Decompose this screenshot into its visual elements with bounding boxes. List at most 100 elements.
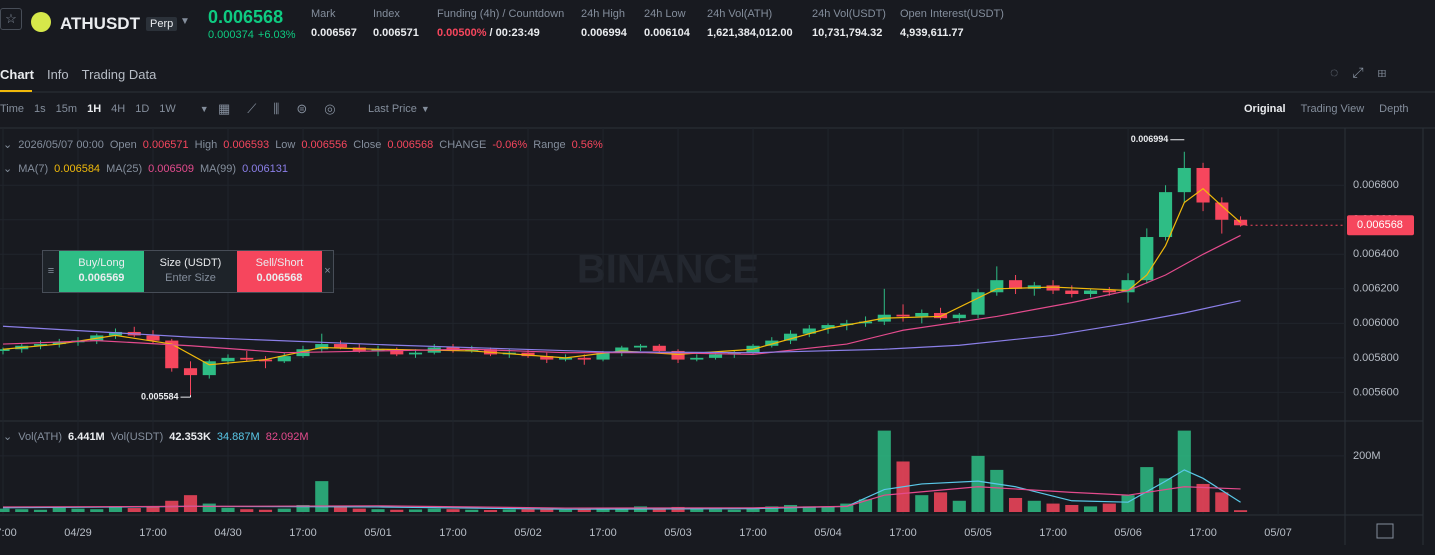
buy-price[interactable]: 0.006569 bbox=[78, 272, 125, 284]
volume-bar bbox=[1065, 504, 1079, 512]
sell-price[interactable]: 0.006568 bbox=[256, 272, 303, 284]
candle-body bbox=[915, 312, 929, 317]
tab[interactable]: Trading Data bbox=[81, 67, 157, 82]
ohlc-label: Close bbox=[353, 138, 382, 151]
interval[interactable]: 1D bbox=[135, 103, 150, 115]
volume-bar bbox=[746, 507, 760, 512]
collapse[interactable]: ⌄ bbox=[3, 139, 13, 151]
size-placeholder[interactable]: Enter Size bbox=[165, 272, 216, 284]
volume-bar bbox=[671, 506, 685, 512]
last-price: 0.006568 bbox=[208, 7, 284, 27]
stat-value: 0.00500% bbox=[437, 27, 487, 39]
candle-body bbox=[577, 357, 591, 360]
stat: Funding (4h) / Countdown 0.00500%/ 00:23:… bbox=[437, 8, 564, 39]
volume-bar bbox=[108, 506, 123, 512]
volume-bar bbox=[1196, 483, 1210, 512]
view[interactable]: Original bbox=[1244, 103, 1286, 115]
volume-bar bbox=[783, 504, 798, 512]
candle-body bbox=[971, 292, 985, 315]
volume-bar bbox=[427, 508, 441, 512]
toolbar-icons[interactable]: ▦⟋⫼⊜◎ bbox=[218, 101, 353, 116]
volume-bar bbox=[371, 509, 385, 512]
candle-body bbox=[165, 340, 179, 369]
ohlc-label: Range bbox=[533, 138, 566, 151]
tab[interactable]: Info bbox=[46, 67, 69, 82]
vol-usdt-value: 42.353K bbox=[169, 430, 211, 443]
view[interactable]: Trading View bbox=[1300, 103, 1365, 115]
volume-bar bbox=[615, 507, 629, 512]
interval[interactable]: 1H bbox=[87, 103, 102, 115]
dropdown[interactable]: ▼ bbox=[180, 16, 190, 27]
buy-label[interactable]: Buy/Long bbox=[78, 257, 125, 269]
interval[interactable]: 1W bbox=[159, 103, 176, 115]
volume-bar bbox=[1083, 506, 1098, 512]
x-tick-label: 05/04 bbox=[814, 527, 842, 539]
volume-bar bbox=[727, 509, 741, 512]
candle-body bbox=[615, 347, 629, 353]
icon[interactable] bbox=[1376, 523, 1394, 539]
candle-body bbox=[277, 356, 291, 362]
y-tick-label: 200M bbox=[1353, 450, 1381, 462]
candle-body bbox=[108, 331, 123, 336]
volume-bar bbox=[33, 509, 48, 512]
tool-icons[interactable]: ◌⤢⊞ bbox=[1330, 64, 1401, 80]
vol-ma-line bbox=[2, 469, 1241, 510]
ohlc-value: 0.006556 bbox=[301, 138, 348, 151]
stat-label: Mark bbox=[311, 8, 336, 20]
stat-value: 4,939,611.77 bbox=[900, 27, 964, 39]
ma-line bbox=[2, 234, 1241, 356]
candle-body bbox=[765, 340, 779, 346]
ma-name: MA(7) bbox=[18, 162, 49, 175]
price-type[interactable]: Last Price ▼ bbox=[368, 103, 430, 115]
volume-bar bbox=[333, 506, 348, 512]
x-tick-label: 17:00 bbox=[439, 527, 467, 539]
candle-body bbox=[1065, 290, 1079, 294]
volume-bar bbox=[1233, 510, 1248, 512]
ohlc-value: 0.006593 bbox=[223, 138, 270, 151]
close[interactable]: × bbox=[324, 265, 331, 277]
candle-body bbox=[1196, 167, 1210, 203]
buy-button[interactable]: Buy/Long 0.006569 bbox=[59, 251, 144, 292]
candle-body bbox=[783, 333, 798, 341]
more[interactable]: ▼ bbox=[199, 104, 209, 114]
candle-body bbox=[146, 335, 160, 341]
tab[interactable]: Chart bbox=[0, 67, 34, 82]
candle-body bbox=[315, 344, 329, 350]
interval[interactable]: 4H bbox=[111, 103, 126, 115]
volume-bar bbox=[840, 503, 854, 512]
size-label: Size (USDT) bbox=[159, 257, 222, 269]
stat-label: 24h Vol(USDT) bbox=[812, 8, 886, 20]
y-tick-label: 0.006400 bbox=[1353, 248, 1399, 260]
candle-body bbox=[596, 352, 610, 360]
sell-button[interactable]: Sell/Short 0.006568 bbox=[237, 251, 322, 292]
ma-line bbox=[2, 300, 1241, 354]
volume-bar bbox=[990, 469, 1004, 512]
sell-label[interactable]: Sell/Short bbox=[255, 257, 304, 269]
max-label: 0.006994 bbox=[1131, 134, 1169, 144]
volume-bar bbox=[296, 504, 310, 512]
collapse[interactable]: ⌄ bbox=[3, 431, 13, 443]
interval[interactable]: 15m bbox=[55, 103, 78, 115]
view[interactable]: Depth bbox=[1379, 103, 1409, 115]
volume-bar bbox=[390, 509, 404, 512]
size-input[interactable]: Size (USDT) Enter Size bbox=[144, 251, 237, 292]
volume-bar bbox=[1215, 492, 1229, 512]
candle-body bbox=[1083, 290, 1098, 294]
stat: 24h High 0.006994 bbox=[581, 8, 627, 39]
interval[interactable]: 1s bbox=[34, 103, 46, 115]
favorite[interactable]: ☆ bbox=[0, 8, 22, 30]
x-tick-label: 04/29 bbox=[64, 527, 92, 539]
candle-body bbox=[1102, 290, 1116, 293]
stat-label: Funding (4h) / Countdown bbox=[437, 8, 565, 20]
collapse[interactable]: ⌄ bbox=[3, 163, 13, 175]
x-tick-label: 17:00 bbox=[1039, 527, 1067, 539]
candle-body bbox=[802, 328, 816, 334]
price-type-label[interactable]: Last Price bbox=[368, 103, 417, 115]
volume-bar bbox=[315, 481, 329, 512]
volume-bar bbox=[221, 507, 235, 512]
symbol[interactable]: ATHUSDT bbox=[60, 14, 140, 33]
grip[interactable]: ≡ bbox=[47, 265, 55, 277]
candle-body bbox=[333, 344, 348, 348]
volume-bar bbox=[71, 508, 85, 512]
volume-bar bbox=[1121, 495, 1135, 512]
